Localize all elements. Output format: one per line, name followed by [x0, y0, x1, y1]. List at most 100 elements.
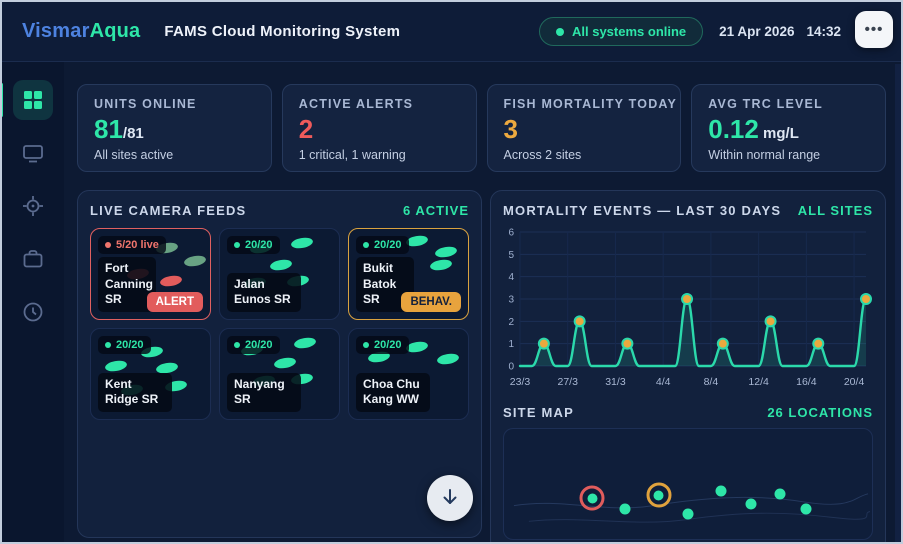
- sites-filter[interactable]: ALL SITES: [797, 203, 873, 218]
- camera-tile-bukit-batok[interactable]: 20/20 Bukit Batok SR BEHAV.: [348, 228, 469, 320]
- fish-icon: [183, 254, 207, 268]
- locations-count[interactable]: 26 LOCATIONS: [767, 405, 873, 420]
- camera-count-badge: 20/20: [356, 336, 409, 354]
- svg-text:6: 6: [508, 228, 514, 239]
- stat-card-fish-mortality[interactable]: FISH MORTALITY TODAY 3 Across 2 sites: [486, 84, 682, 172]
- stat-card-avg-trc[interactable]: AVG TRC LEVEL 0.12 mg/L Within normal ra…: [691, 84, 886, 172]
- sidebar-item-dashboard[interactable]: [2, 80, 53, 120]
- scroll-track[interactable]: [895, 64, 901, 542]
- clock-icon: [22, 301, 44, 323]
- stat-subtitle: 1 critical, 1 warning: [298, 148, 406, 162]
- live-dot-icon: [234, 242, 240, 248]
- camera-active-count[interactable]: 6 ACTIVE: [402, 203, 469, 218]
- svg-text:12/4: 12/4: [748, 376, 769, 388]
- fish-icon: [293, 336, 317, 350]
- mortality-panel: MORTALITY EVENTS — LAST 30 DAYS ALL SITE…: [490, 190, 886, 542]
- ellipsis-icon: •••: [864, 21, 884, 38]
- svg-text:2: 2: [508, 317, 514, 328]
- stat-label: AVG TRC LEVEL: [708, 97, 823, 111]
- camera-count-badge: 20/20: [356, 236, 409, 254]
- svg-text:16/4: 16/4: [796, 376, 817, 388]
- page-title: FAMS Cloud Monitoring System: [164, 23, 401, 40]
- panels-row: LIVE CAMERA FEEDS 6 ACTIVE 5/20 live For…: [77, 190, 886, 542]
- svg-text:27/3: 27/3: [558, 376, 579, 388]
- stat-value: 81: [94, 114, 123, 144]
- stat-card-active-alerts[interactable]: ACTIVE ALERTS 2 1 critical, 1 warning: [281, 84, 477, 172]
- stat-suffix: mg/L: [758, 125, 799, 142]
- camera-site-name: Kent Ridge SR: [98, 372, 172, 412]
- site-marker-icon[interactable]: [682, 508, 694, 520]
- site-map-title: SITE MAP: [503, 405, 574, 420]
- mortality-panel-title: MORTALITY EVENTS — LAST 30 DAYS: [503, 203, 782, 218]
- mortality-panel-header: MORTALITY EVENTS — LAST 30 DAYS ALL SITE…: [503, 203, 873, 218]
- site-marker-icon[interactable]: [774, 488, 786, 500]
- fish-icon: [272, 355, 297, 370]
- site-marker-icon[interactable]: [619, 503, 631, 515]
- camera-grid: 5/20 live Fort Canning SR ALERT 20/20 Ja…: [90, 228, 469, 420]
- svg-text:3: 3: [508, 295, 514, 306]
- mortality-line-chart: 0 1 2 3 4 5 6 23/3 27/3 31/3 4/4 8/4 12/4 16/4 20/4: [508, 228, 872, 388]
- camera-tile-jalan-eunos[interactable]: 20/20 Jalan Eunos SR: [219, 228, 340, 320]
- svg-text:8/4: 8/4: [704, 376, 719, 388]
- stat-value: 3: [503, 114, 518, 144]
- svg-text:20/4: 20/4: [844, 376, 865, 388]
- camera-tile-choa-chu-kang[interactable]: 20/20 Choa Chu Kang WW: [348, 328, 469, 420]
- svg-text:4: 4: [508, 272, 514, 283]
- camera-alert-badge: ALERT: [146, 292, 203, 312]
- site-map[interactable]: [503, 428, 873, 540]
- camera-count-badge: 20/20: [227, 336, 280, 354]
- camera-site-name: Bukit Batok SR: [356, 257, 414, 312]
- camera-tile-fort-canning[interactable]: 5/20 live Fort Canning SR ALERT: [90, 228, 211, 320]
- logo-accent: Aqua: [89, 20, 141, 42]
- site-marker-warning-icon[interactable]: [646, 482, 672, 508]
- camera-tile-kent-ridge[interactable]: 20/20 Kent Ridge SR: [90, 328, 211, 420]
- status-badge-label: All systems online: [572, 24, 687, 39]
- stat-label: FISH MORTALITY TODAY: [503, 97, 678, 111]
- main-content: UNITS ONLINE 81/81 All sites active ACTI…: [64, 62, 901, 542]
- site-marker-icon[interactable]: [800, 503, 812, 515]
- time-label: 14:32: [806, 24, 841, 39]
- stat-card-units-online[interactable]: UNITS ONLINE 81/81 All sites active: [77, 84, 272, 172]
- svg-text:4/4: 4/4: [656, 376, 671, 388]
- sidebar-item-cases[interactable]: [13, 239, 53, 279]
- date-label: 21 Apr 2026: [719, 24, 795, 39]
- site-marker-alert-icon[interactable]: [579, 485, 605, 511]
- fish-icon: [104, 359, 128, 374]
- svg-text:0: 0: [508, 362, 514, 373]
- stat-label: UNITS ONLINE: [94, 97, 197, 111]
- fish-icon: [405, 339, 429, 354]
- briefcase-icon: [22, 248, 44, 270]
- logo-primary: Vismar: [22, 20, 90, 42]
- header-right: All systems online 21 Apr 2026 14:32: [539, 17, 881, 46]
- stat-subtitle: All sites active: [94, 148, 174, 162]
- svg-text:5: 5: [508, 250, 514, 261]
- system-status-badge[interactable]: All systems online: [539, 17, 704, 46]
- stat-card-row: UNITS ONLINE 81/81 All sites active ACTI…: [77, 84, 886, 172]
- camera-tile-nanyang[interactable]: 20/20 Nanyang SR: [219, 328, 340, 420]
- camera-site-name: Fort Canning SR: [98, 257, 156, 312]
- camera-count-badge: 20/20: [227, 236, 280, 254]
- coastline-decoration: [513, 493, 871, 523]
- camera-count-badge: 5/20 live: [98, 236, 166, 254]
- stat-value: 2: [298, 114, 314, 144]
- site-marker-icon[interactable]: [715, 485, 727, 497]
- status-dot-icon: [556, 27, 564, 36]
- sidebar-item-cameras[interactable]: [13, 133, 53, 173]
- site-marker-icon[interactable]: [745, 498, 757, 510]
- svg-text:1: 1: [508, 339, 514, 350]
- svg-text:31/3: 31/3: [605, 376, 626, 388]
- sidebar-item-history[interactable]: [13, 292, 53, 332]
- live-dot-icon: [105, 342, 111, 348]
- scroll-down-button[interactable]: [427, 475, 473, 521]
- sidebar-nav: [2, 62, 64, 542]
- camera-panel-title: LIVE CAMERA FEEDS: [90, 203, 247, 218]
- live-dot-icon: [105, 242, 111, 248]
- live-dot-icon: [234, 342, 240, 348]
- stat-label: ACTIVE ALERTS: [298, 97, 414, 111]
- monitor-icon: [22, 142, 44, 164]
- fish-icon: [269, 257, 293, 272]
- sidebar-item-tracking[interactable]: [13, 186, 53, 226]
- more-options-button[interactable]: •••: [855, 11, 893, 48]
- svg-text:23/3: 23/3: [510, 376, 531, 388]
